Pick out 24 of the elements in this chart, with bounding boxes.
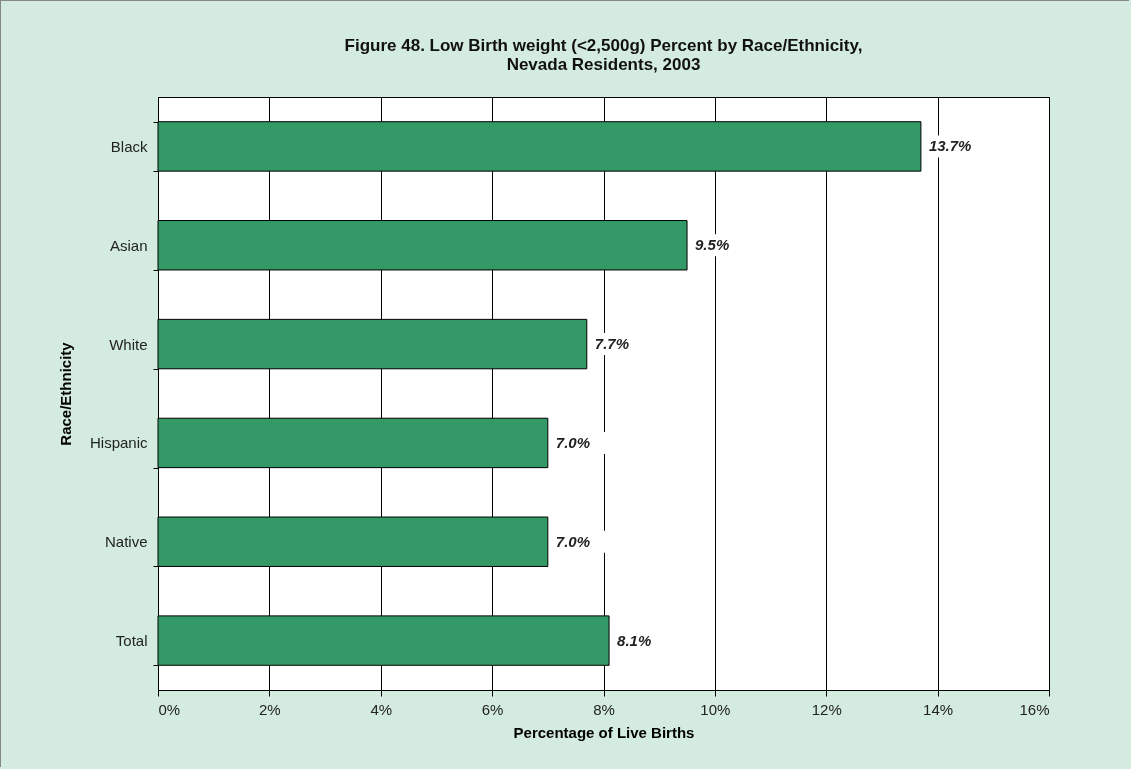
y-tick-label: White	[109, 335, 148, 353]
data-label: 8.1%	[617, 631, 652, 649]
y-tick-label: Black	[110, 137, 148, 155]
x-tick-label: 14%	[923, 700, 954, 718]
x-tick-label: 8%	[593, 700, 615, 718]
x-tick-label: 4%	[370, 700, 393, 718]
chart-title: Figure 48. Low Birth weight (<2,500g) Percent by Race/Ethnicity, Nevada Residents, 2003	[344, 36, 863, 74]
x-tick-label: 2%	[259, 700, 281, 718]
data-label: 7.7%	[594, 335, 629, 353]
data-label: 7.0%	[555, 532, 591, 550]
y-tick-label: Native	[104, 533, 148, 551]
y-tick-label: Total	[115, 632, 148, 650]
x-axis-title: Percentage of Live Births	[513, 723, 695, 741]
y-tick-label: Hispanic	[89, 434, 148, 452]
x-tick-label: 10%	[700, 700, 731, 718]
data-label: 7.0%	[555, 433, 591, 451]
x-tick-label: 6%	[481, 700, 504, 718]
y-tick-label: Asian	[109, 236, 148, 254]
data-label: 9.5%	[695, 236, 730, 254]
x-tick-label: 12%	[811, 700, 842, 718]
data-label: 13.7%	[928, 137, 972, 155]
y-axis-title: Race/Ethnicity	[56, 341, 74, 446]
x-tick-label: 0%	[158, 700, 181, 718]
x-tick-label: 16%	[1019, 700, 1050, 718]
